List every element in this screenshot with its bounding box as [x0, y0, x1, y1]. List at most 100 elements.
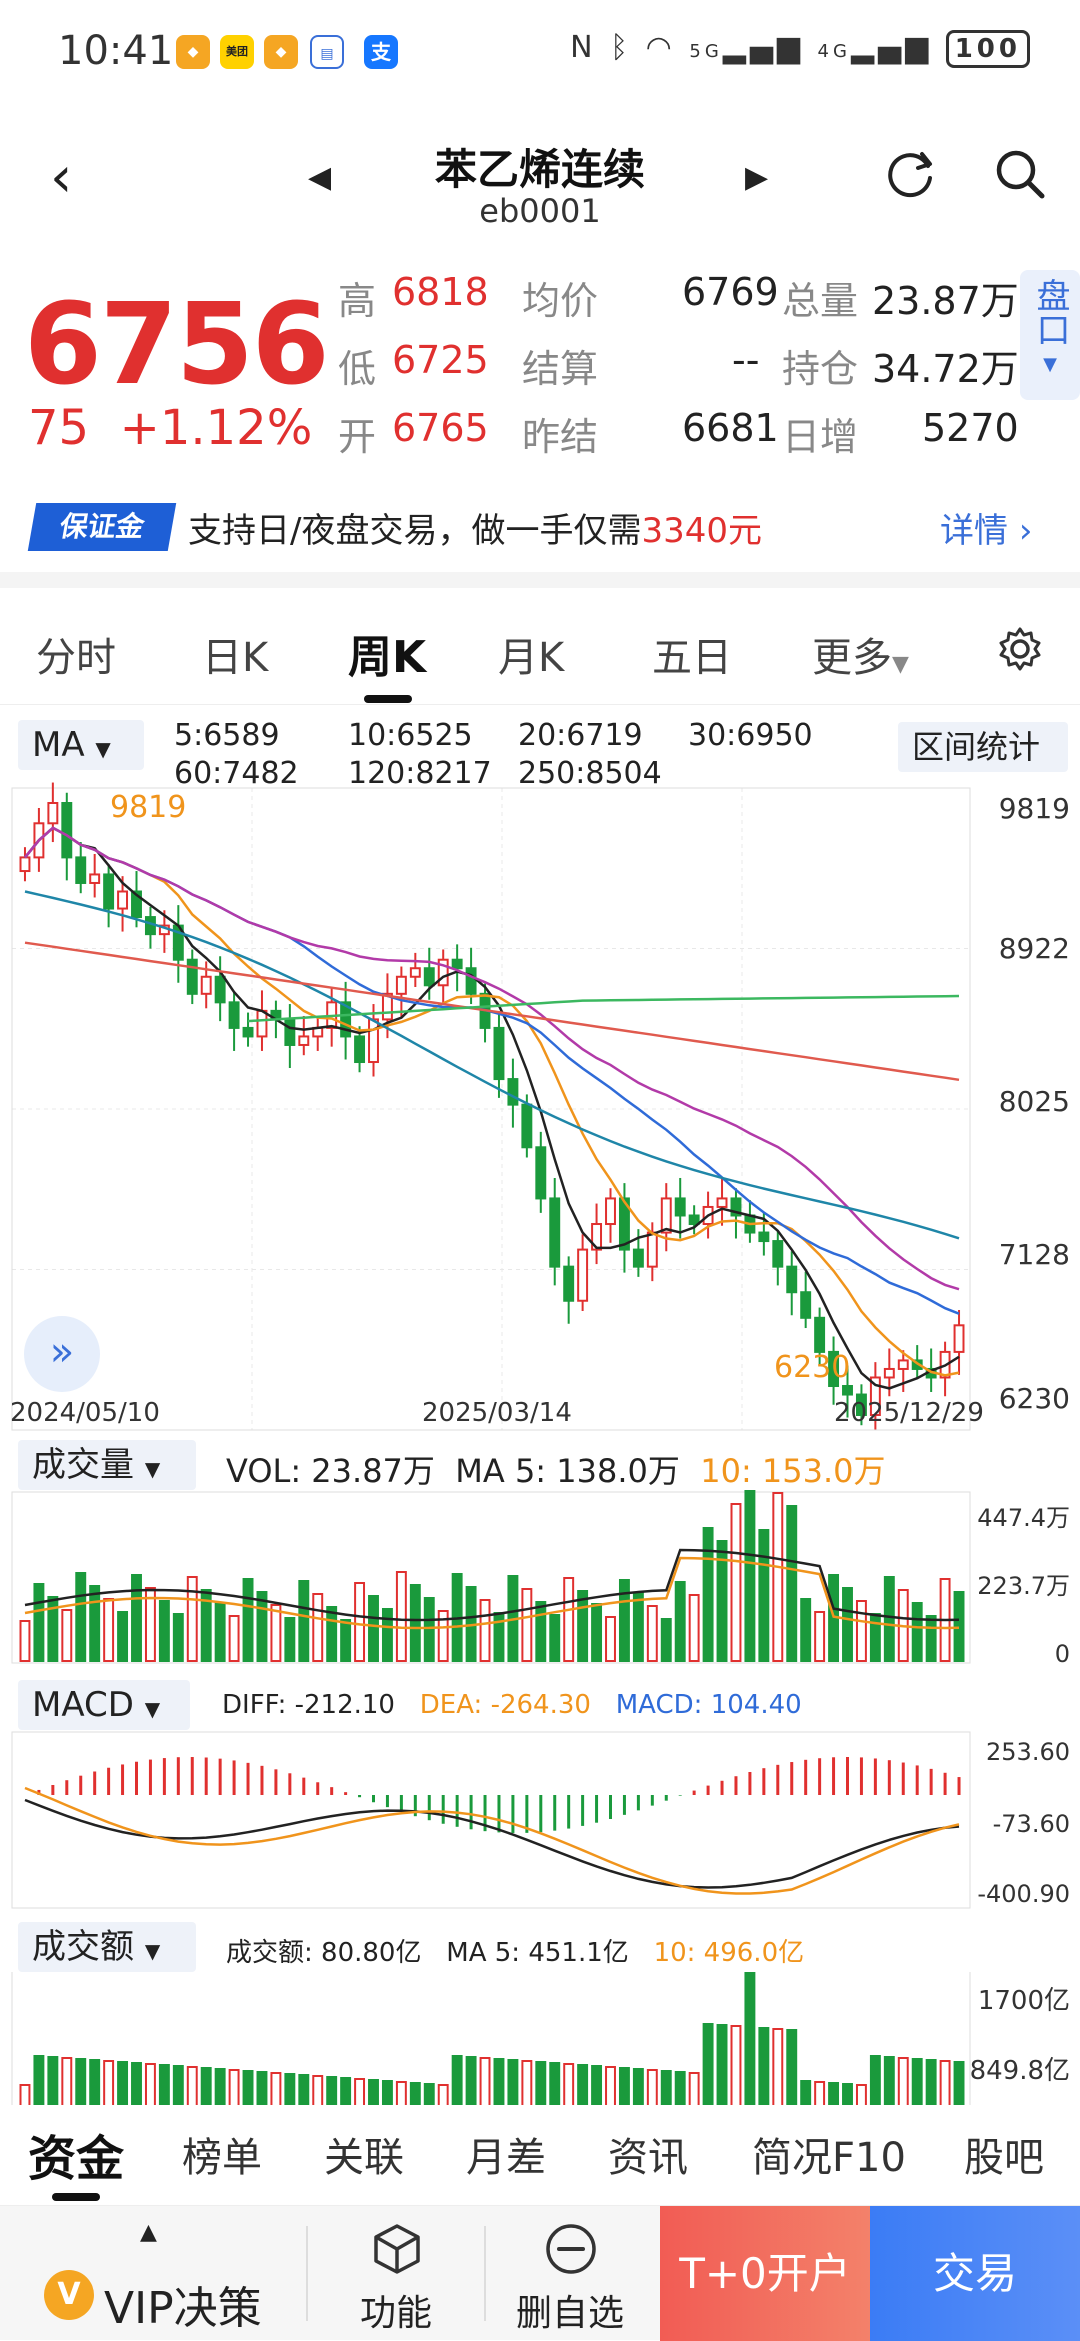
prev-contract-icon[interactable]: ◀	[308, 160, 332, 195]
volume-legend: VOL: 23.87万 MA 5: 138.0万 10: 153.0万	[226, 1446, 886, 1492]
vip-label: VIP决策	[104, 2283, 262, 2334]
low-value: 6725	[392, 338, 489, 382]
remove-watchlist-button[interactable]: 删自选	[486, 2206, 660, 2341]
macd-indicator-select[interactable]: MACD ▼	[18, 1680, 190, 1730]
chart-frame	[11, 1491, 971, 1664]
pankou-button[interactable]: 盘口 ▼	[1020, 270, 1080, 400]
high-value: 6818	[392, 270, 489, 314]
function-button[interactable]: 功能	[308, 2206, 484, 2341]
turnover-bar	[340, 2077, 352, 2105]
ma-line	[247, 994, 960, 1023]
dea-value: -264.30	[490, 1690, 591, 1720]
divider	[306, 2226, 308, 2321]
refresh-icon[interactable]	[882, 146, 938, 202]
signal-icon: ▂▄▆	[722, 30, 804, 65]
volume-bar	[270, 1604, 282, 1662]
candle-body	[437, 958, 449, 987]
volume-bar	[577, 1590, 589, 1662]
volume-bar	[200, 1589, 212, 1662]
chevron-down-icon: ▼	[95, 737, 111, 761]
turnover-indicator-select[interactable]: 成交额 ▼	[18, 1922, 196, 1972]
turnover-bar	[800, 2080, 812, 2105]
turnover-bar	[214, 2068, 226, 2105]
tab-funds[interactable]: 资金	[28, 2131, 125, 2187]
vip-decision-button[interactable]: ▲ V VIP决策	[0, 2206, 306, 2341]
chevron-up-icon: ▲	[140, 2220, 157, 2245]
low-label: 低	[338, 347, 377, 391]
alipay-icon: 支	[364, 35, 398, 69]
banner-detail-link[interactable]: 详情 ›	[940, 503, 1032, 552]
turnover-bar	[103, 2060, 115, 2105]
volume-bar	[730, 1503, 742, 1662]
y-tick: 6230	[998, 1382, 1070, 1415]
candle-body	[716, 1197, 728, 1208]
macd-value: 104.40	[710, 1690, 802, 1720]
tab-rankings[interactable]: 榜单	[182, 2135, 262, 2181]
candle-body	[674, 1197, 686, 1217]
chevron-down-icon: ▼	[1043, 354, 1057, 375]
ma-legend-20: 20:6719	[518, 718, 643, 753]
candle-body	[395, 975, 407, 995]
macd-indicator-label: MACD	[32, 1685, 134, 1725]
volume-bar	[242, 1578, 254, 1662]
tab-daily-k[interactable]: 日K	[202, 635, 269, 681]
margin-banner[interactable]: 保证金 支持日/夜盘交易，做一手仅需3340元 详情 ›	[0, 495, 1080, 565]
diff-label: DIFF:	[222, 1690, 287, 1720]
turnover-bar	[256, 2071, 268, 2105]
status-bar: 10:41 ◆ 美团 ◆ ▤ 支 Ν ᛒ ◠ 5G▂▄▆ 4G▂▄▆ 100	[0, 0, 1080, 105]
candlestick-chart[interactable]	[0, 780, 1080, 1440]
tab-weekly-k[interactable]: 周K	[348, 632, 427, 683]
app-notification-icon: ◆	[176, 35, 210, 69]
tab-news[interactable]: 资讯	[608, 2135, 688, 2181]
turnover-bar	[381, 2080, 393, 2105]
tab-profile-f10[interactable]: 简况F10	[752, 2135, 906, 2181]
volume-bar	[744, 1490, 756, 1662]
tab-more[interactable]: 更多▼	[812, 625, 909, 683]
turnover-bar	[953, 2061, 965, 2105]
volume-bar	[186, 1576, 198, 1662]
meituan-icon: 美团	[220, 35, 254, 69]
signal-icon: ▂▄▆	[850, 30, 933, 65]
header: ‹ ◀ 苯乙烯连续 eb0001 ▶	[0, 110, 1080, 240]
range-stats-button[interactable]: 区间统计	[898, 722, 1068, 772]
y-tick: 7128	[998, 1238, 1070, 1271]
ma-legend-30: 30:6950	[688, 718, 813, 753]
volume-bar	[228, 1615, 240, 1662]
candle-body	[883, 1367, 895, 1379]
settle-value: --	[732, 338, 760, 382]
turnover-bar	[646, 2069, 658, 2105]
tab-related[interactable]: 关联	[324, 2135, 404, 2181]
system-icons: Ν ᛒ ◠ 5G▂▄▆ 4G▂▄▆ 100	[570, 30, 1030, 68]
volume-bar	[131, 1574, 142, 1662]
tab-intraday[interactable]: 分时	[36, 635, 116, 681]
candle-body	[535, 1146, 547, 1200]
open-account-button[interactable]: T+0开户	[660, 2206, 870, 2341]
trade-button[interactable]: 交易	[870, 2206, 1080, 2341]
settings-gear-icon[interactable]	[996, 625, 1044, 673]
tab-month-spread[interactable]: 月差	[466, 2135, 546, 2181]
turnover-legend: 成交额: 80.80亿 MA 5: 451.1亿 10: 496.0亿	[226, 1932, 804, 1969]
turnover-bar	[89, 2059, 101, 2105]
volume-bar	[855, 1600, 867, 1662]
y-tick: 223.7万	[977, 1572, 1070, 1600]
y-tick: -400.90	[977, 1880, 1070, 1908]
next-contract-icon[interactable]: ▶	[745, 160, 769, 195]
y-tick: 8025	[998, 1085, 1070, 1118]
tab-five-day[interactable]: 五日	[652, 635, 732, 681]
volume-bar	[158, 1600, 170, 1662]
info-tabs: 资金 榜单 关联 月差 资讯 简况F10 股吧	[0, 2105, 1080, 2205]
low-marker-label: 6230	[774, 1350, 851, 1385]
tab-forum[interactable]: 股吧	[964, 2135, 1044, 2181]
high-marker-label: 9819	[110, 790, 187, 825]
main-indicator-select[interactable]: MA ▼	[18, 720, 144, 770]
price-change: 75 +1.12%	[28, 400, 312, 456]
candle-body	[200, 975, 212, 995]
volume-indicator-select[interactable]: 成交量 ▼	[18, 1440, 196, 1490]
back-icon[interactable]: ‹	[50, 145, 73, 210]
search-icon[interactable]	[992, 146, 1048, 202]
expand-chart-icon[interactable]: »	[24, 1316, 100, 1392]
amt-value: 80.80亿	[321, 1938, 422, 1968]
volume-label: 总量	[782, 279, 859, 323]
candle-body	[89, 873, 101, 884]
tab-monthly-k[interactable]: 月K	[498, 635, 565, 681]
